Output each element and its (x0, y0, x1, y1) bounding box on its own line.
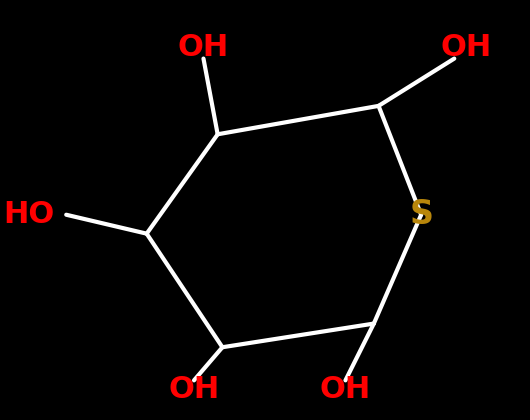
Text: OH: OH (440, 33, 491, 62)
Text: OH: OH (169, 375, 219, 404)
Text: OH: OH (320, 375, 371, 404)
Text: OH: OH (178, 33, 229, 62)
Text: S: S (409, 198, 433, 231)
Text: HO: HO (4, 200, 55, 229)
